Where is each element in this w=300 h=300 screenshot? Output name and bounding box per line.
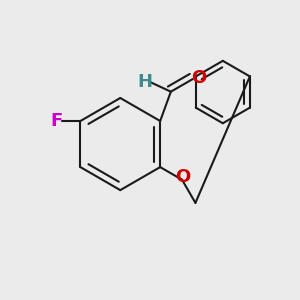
Text: F: F	[50, 112, 63, 130]
Text: O: O	[191, 69, 206, 87]
Text: O: O	[176, 168, 191, 186]
Text: H: H	[138, 73, 153, 91]
